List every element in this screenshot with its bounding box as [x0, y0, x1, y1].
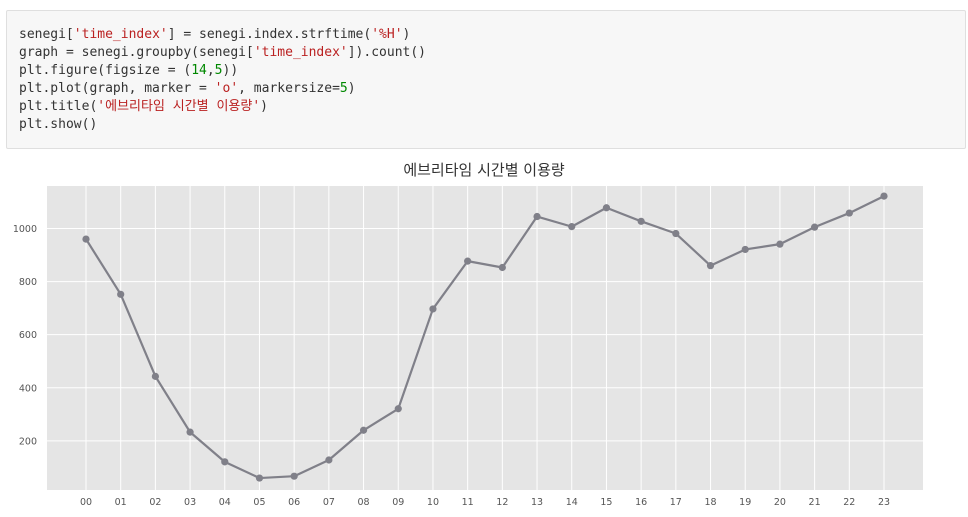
y-tick-label: 400 [19, 383, 37, 394]
data-point [464, 257, 472, 265]
code-line: plt.title('에브리타임 시간별 이용량') [19, 98, 426, 116]
code-token: plt.plot(graph, marker = [19, 81, 215, 96]
code-editor[interactable]: senegi['time_index'] = senegi.index.strf… [19, 26, 426, 134]
x-tick-label: 14 [566, 497, 578, 508]
code-line: plt.figure(figsize = (14,5)) [19, 62, 426, 80]
data-point [880, 192, 888, 200]
data-point [845, 209, 853, 217]
code-token: ) [347, 81, 356, 96]
data-point [811, 223, 819, 231]
data-point [533, 212, 541, 221]
x-tick-label: 07 [323, 497, 335, 508]
x-tick-label: 18 [704, 497, 716, 508]
code-token: , [206, 63, 215, 78]
code-token: '에브리타임 시간별 이용량' [97, 99, 261, 114]
y-tick-label: 1000 [13, 224, 37, 235]
plot-area [47, 186, 923, 490]
code-token: plt.title( [19, 99, 98, 114]
code-token: '%H' [371, 27, 403, 42]
code-token: 'o' [214, 81, 239, 96]
code-token: plt.show() [19, 117, 98, 132]
series-usage [82, 192, 888, 482]
data-point [706, 262, 715, 270]
data-point [776, 240, 784, 248]
data-point [429, 305, 437, 313]
code-cell[interactable]: senegi['time_index'] = senegi.index.strf… [6, 10, 966, 149]
data-point [672, 229, 680, 238]
code-token: ] = senegi.index.strftime( [167, 27, 372, 42]
code-line: senegi['time_index'] = senegi.index.strf… [19, 26, 426, 44]
y-tick-label: 800 [19, 277, 37, 288]
x-tick-label: 15 [600, 497, 612, 508]
data-point [498, 263, 506, 272]
x-tick-label: 12 [496, 497, 508, 508]
code-line: plt.show() [19, 116, 426, 134]
data-point [359, 426, 368, 434]
code-token: graph = senegi.groupby(senegi[ [19, 45, 254, 60]
x-tick-label: 11 [462, 497, 474, 508]
x-tick-label: 21 [809, 497, 821, 508]
data-point [255, 474, 264, 482]
data-point [394, 405, 402, 413]
x-axis: 00 01 02 03 04 05 06 07 08 09 10 11 12 13 14 15 16 17 18 19… [80, 497, 890, 508]
x-tick-label: 19 [739, 497, 751, 508]
code-token: )) [222, 63, 239, 78]
code-line: plt.plot(graph, marker = 'o', markersize… [19, 80, 426, 98]
data-point [117, 290, 125, 298]
x-tick-label: 09 [392, 497, 404, 508]
code-token: , markersize= [238, 81, 340, 96]
code-token: ) [402, 27, 411, 42]
x-tick-label: 20 [774, 497, 786, 508]
code-token: plt.figure(figsize = ( [19, 63, 192, 78]
line-chart: 에브리타임 시간별 이용량 00 01 02 03 04 05 06 07 08 09 10 11 12… [13, 161, 923, 508]
x-tick-label: 06 [288, 497, 300, 508]
x-tick-label: 02 [149, 497, 161, 508]
series-line [85, 195, 885, 480]
data-point [290, 472, 298, 480]
data-point [568, 223, 576, 231]
x-tick-label: 05 [253, 497, 265, 508]
chart-title: 에브리타임 시간별 이용량 [403, 161, 565, 179]
code-line: graph = senegi.groupby(senegi['time_inde… [19, 44, 426, 62]
data-point [186, 428, 194, 436]
data-point [151, 372, 159, 380]
x-tick-label: 00 [80, 497, 92, 508]
x-tick-label: 08 [358, 497, 370, 508]
x-tick-label: 04 [219, 497, 231, 508]
code-token: 'time_index' [73, 27, 168, 42]
data-point [221, 458, 229, 466]
data-point [325, 456, 333, 464]
x-tick-label: 03 [184, 497, 196, 508]
code-token: 'time_index' [253, 45, 348, 60]
y-axis: 200 400 600 800 1000 [13, 224, 37, 447]
code-token: 5 [339, 81, 348, 96]
y-tick-label: 200 [19, 436, 37, 447]
data-point [82, 235, 90, 243]
x-tick-label: 10 [427, 497, 439, 508]
x-tick-label: 17 [670, 497, 682, 508]
y-tick-label: 600 [19, 330, 37, 341]
code-token: ) [260, 99, 268, 114]
x-tick-label: 13 [531, 497, 543, 508]
x-tick-label: 23 [878, 497, 890, 508]
output-area: 에브리타임 시간별 이용량 00 01 02 03 04 05 06 07 08 09 10 11 12… [0, 152, 968, 517]
x-tick-label: 22 [843, 497, 855, 508]
x-tick-label: 01 [115, 497, 127, 508]
code-token: 14 [191, 63, 207, 78]
x-tick-label: 16 [635, 497, 647, 508]
data-point [602, 204, 611, 212]
code-token: 5 [214, 63, 223, 78]
data-point [637, 217, 645, 225]
code-token: senegi[ [19, 27, 74, 42]
data-point [741, 245, 749, 254]
code-token: ]).count() [347, 45, 427, 60]
